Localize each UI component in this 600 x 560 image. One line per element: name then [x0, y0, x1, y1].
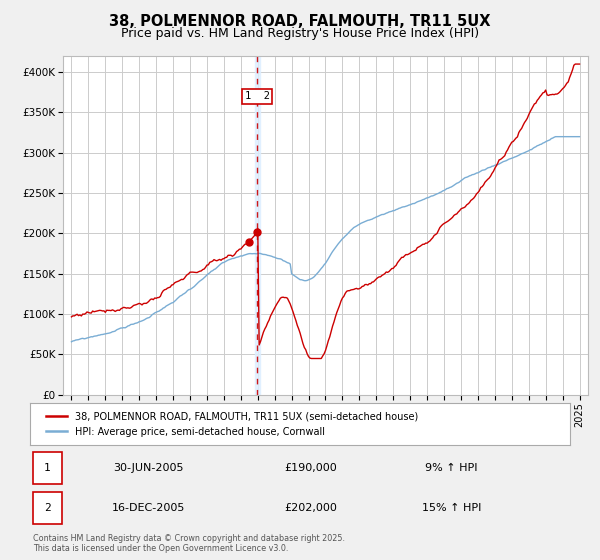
Text: 1  2: 1 2 [245, 91, 269, 101]
Legend: 38, POLMENNOR ROAD, FALMOUTH, TR11 5UX (semi-detached house), HPI: Average price: 38, POLMENNOR ROAD, FALMOUTH, TR11 5UX (… [40, 405, 424, 443]
Text: 2: 2 [44, 503, 50, 514]
Text: £190,000: £190,000 [284, 463, 337, 473]
Text: Contains HM Land Registry data © Crown copyright and database right 2025.
This d: Contains HM Land Registry data © Crown c… [33, 534, 345, 553]
Text: £202,000: £202,000 [284, 503, 337, 514]
Text: 1: 1 [44, 463, 50, 473]
Text: 9% ↑ HPI: 9% ↑ HPI [425, 463, 478, 473]
Text: 38, POLMENNOR ROAD, FALMOUTH, TR11 5UX: 38, POLMENNOR ROAD, FALMOUTH, TR11 5UX [109, 14, 491, 29]
Text: 15% ↑ HPI: 15% ↑ HPI [422, 503, 481, 514]
Bar [254, 56, 260, 395]
Text: 30-JUN-2005: 30-JUN-2005 [113, 463, 184, 473]
Text: Price paid vs. HM Land Registry's House Price Index (HPI): Price paid vs. HM Land Registry's House … [121, 27, 479, 40]
FancyBboxPatch shape [33, 492, 62, 525]
FancyBboxPatch shape [33, 452, 62, 484]
Text: 16-DEC-2005: 16-DEC-2005 [112, 503, 185, 514]
